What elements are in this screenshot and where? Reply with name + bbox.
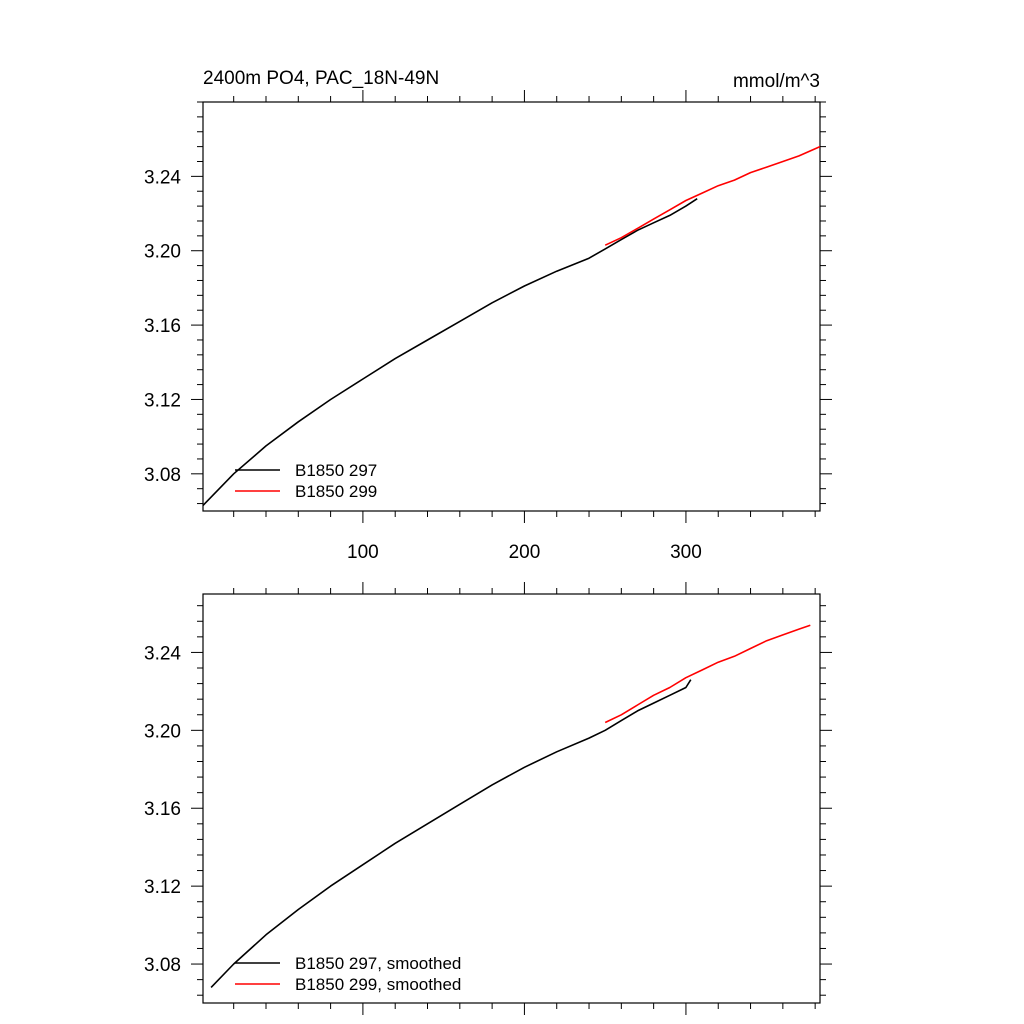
legend-label-b1850-299: B1850 299 <box>295 482 377 501</box>
y-tick-label: 3.24 <box>144 167 181 188</box>
y-tick-label: 3.16 <box>144 316 181 337</box>
legend-label-b1850-297: B1850 297 <box>295 461 377 480</box>
series-line-b1850-297 <box>202 198 698 506</box>
y-tick-label: 3.20 <box>144 721 181 742</box>
y-tick-label: 3.12 <box>144 390 181 411</box>
series-line-b1850-297-smoothed <box>210 679 692 988</box>
legend-label-b1850-299-smoothed: B1850 299, smoothed <box>295 975 461 994</box>
plot-frame <box>202 593 821 1004</box>
bottom-panel: 3.08 3.12 3.16 3.20 3.24 B1850 297, smoothed… <box>144 582 832 1015</box>
legend-label-b1850-297-smoothed: B1850 297, smoothed <box>295 954 461 973</box>
x-tick-label: 200 <box>509 542 541 563</box>
series-line-b1850-299 <box>604 145 821 246</box>
legend: B1850 297 B1850 299 <box>235 461 377 501</box>
legend: B1850 297, smoothed B1850 299, smoothed <box>235 954 461 994</box>
series-lines <box>202 145 821 506</box>
series-line-b1850-299-smoothed <box>604 624 811 724</box>
panel-title: 2400m PO4, PAC_18N-49N <box>203 68 439 89</box>
x-tick-label: 100 <box>347 542 379 563</box>
plot-frame <box>202 101 821 512</box>
panel-units: mmol/m^3 <box>733 71 820 92</box>
y-tick-labels: 3.08 3.12 3.16 3.20 3.24 <box>144 167 181 485</box>
y-tick-label: 3.08 <box>144 465 181 486</box>
series-lines <box>210 624 811 988</box>
y-tick-label: 3.20 <box>144 242 181 263</box>
y-tick-label: 3.12 <box>144 877 181 898</box>
axis-ticks <box>191 90 832 523</box>
x-tick-labels: 100 200 300 <box>347 542 702 563</box>
y-tick-label: 3.16 <box>144 799 181 820</box>
y-tick-labels: 3.08 3.12 3.16 3.20 3.24 <box>144 643 181 976</box>
axis-ticks <box>191 582 832 1015</box>
x-tick-label: 300 <box>670 542 702 563</box>
y-tick-label: 3.24 <box>144 643 181 664</box>
y-tick-label: 3.08 <box>144 955 181 976</box>
top-panel: 2400m PO4, PAC_18N-49N mmol/m^3 3.08 3.12… <box>144 68 832 563</box>
